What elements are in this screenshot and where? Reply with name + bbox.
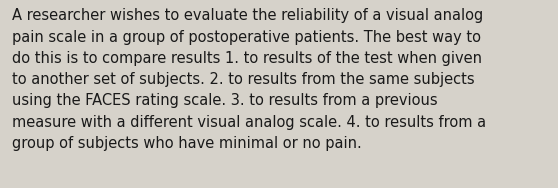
Text: A researcher wishes to evaluate the reliability of a visual analog
pain scale in: A researcher wishes to evaluate the reli… — [12, 8, 487, 151]
